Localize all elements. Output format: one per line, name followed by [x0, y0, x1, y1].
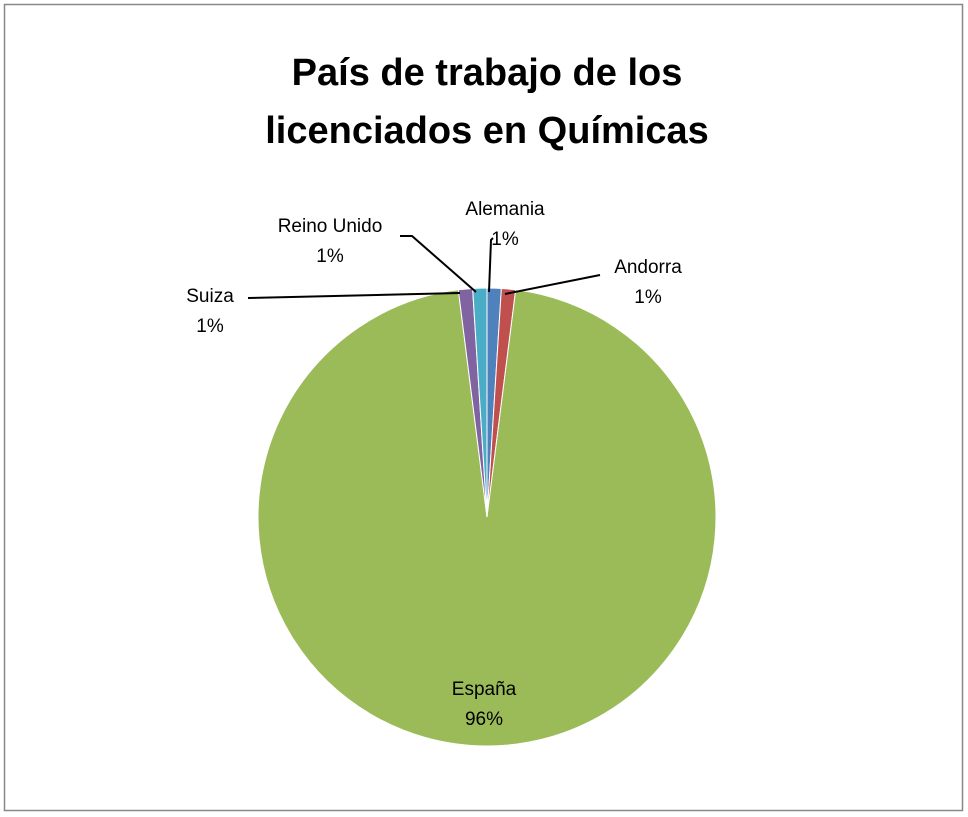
slice-label: Reino Unido: [278, 216, 383, 237]
slice-value-label: 96%: [465, 709, 503, 730]
slice-label: Alemania: [465, 199, 545, 220]
slice-value-label: 1%: [491, 229, 519, 250]
leader-line: [488, 237, 494, 293]
slice-label: España: [452, 679, 517, 700]
slice-label: Andorra: [614, 257, 682, 278]
slice-value-label: 1%: [634, 287, 662, 308]
leader-line: [247, 292, 461, 299]
slice-value-label: 1%: [316, 246, 344, 267]
chart-title: País de trabajo de los: [292, 52, 683, 94]
pie-slice: [257, 289, 717, 747]
slice-value-label: 1%: [196, 316, 224, 337]
leader-line: [504, 274, 601, 295]
slice-label: Suiza: [186, 286, 234, 307]
leader-line: [400, 235, 477, 293]
chart-title: licenciados en Químicas: [265, 110, 709, 152]
